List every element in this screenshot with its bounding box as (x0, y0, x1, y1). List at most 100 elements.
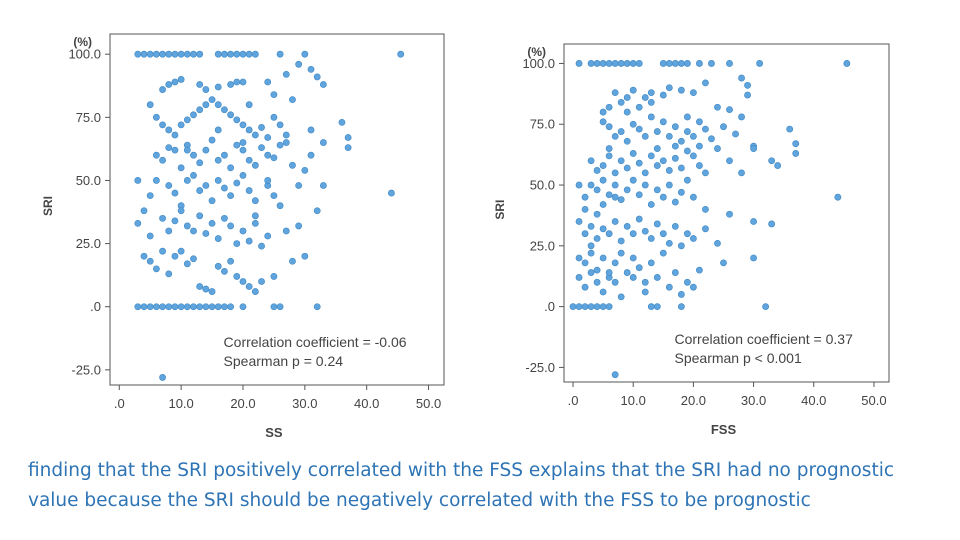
scatter-point (611, 169, 619, 177)
scatter-point (647, 303, 655, 311)
scatter-point (202, 146, 210, 154)
scatter-point (575, 181, 583, 189)
scatter-point (251, 288, 259, 295)
scatter-point (641, 278, 649, 286)
scatter-point (270, 113, 278, 121)
annotation-line: Correlation coefficient = -0.06 (224, 334, 407, 350)
scatter-point (245, 156, 253, 164)
scatter-point (647, 259, 655, 267)
scatter-point (196, 50, 204, 58)
scatter-point (683, 60, 691, 67)
scatter-point (183, 116, 191, 124)
scatter-point (159, 121, 166, 129)
scatter-point (146, 303, 154, 311)
scatter-point (165, 182, 173, 189)
scatter-point (388, 189, 395, 197)
scatter-point (587, 242, 595, 250)
scatter-point (641, 133, 649, 140)
scatter-point (726, 210, 733, 218)
scatter-point (177, 50, 185, 58)
scatter-point (159, 50, 166, 58)
scatter-point (714, 103, 721, 111)
scatter-point (196, 283, 204, 290)
scatter-point (159, 374, 166, 381)
y-tick-label: -25.0 (525, 360, 555, 375)
scatter-point (214, 156, 222, 164)
scatter-point (177, 207, 185, 215)
scatter-point (623, 186, 631, 194)
scatter-point (689, 152, 697, 160)
scatter-point (177, 76, 185, 83)
scatter-point (245, 187, 253, 194)
scatter-point (774, 162, 782, 169)
scatter-point (307, 151, 315, 159)
scatter-point (270, 273, 278, 280)
scatter-point (683, 230, 691, 238)
x-tick-label: 30.0 (292, 396, 317, 411)
scatter-point (659, 118, 667, 126)
scatter-point (165, 126, 173, 134)
x-tick-label: 20.0 (230, 396, 255, 411)
scatter-point (258, 124, 265, 131)
y-tick-label: 100.0 (68, 47, 101, 62)
scatter-point (152, 177, 160, 184)
scatter-point (152, 113, 160, 121)
scatter-point (190, 111, 197, 119)
scatter-point (165, 227, 173, 235)
scatter-point (251, 197, 259, 205)
scatter-point (239, 227, 247, 235)
scatter-point (245, 126, 253, 134)
scatter-point (629, 274, 637, 281)
scatter-point (581, 230, 589, 238)
scatter-point (177, 164, 185, 172)
scatter-point (171, 217, 179, 225)
scatter-point (233, 116, 241, 124)
scatter-point (792, 140, 800, 148)
scatter-point (214, 235, 222, 242)
scatter-point (270, 192, 278, 200)
scatter-point (202, 182, 210, 189)
scatter-point (677, 242, 685, 250)
scatter-point (276, 303, 284, 311)
scatter-point (227, 222, 235, 230)
scatter-point (301, 252, 309, 260)
x-tick-label: 50.0 (416, 396, 441, 411)
y-tick-label: .0 (90, 299, 101, 314)
scatter-point (165, 144, 173, 152)
scatter-point (221, 50, 228, 58)
scatter-point (605, 152, 613, 160)
scatter-point (665, 133, 673, 140)
scatter-point (140, 50, 148, 58)
scatter-point (227, 50, 235, 58)
scatter-point (605, 145, 613, 152)
scatter-point (251, 131, 259, 139)
plot-frame (563, 43, 890, 383)
scatter-point (146, 50, 154, 58)
x-tick-label: 10.0 (621, 393, 646, 408)
scatter-point (159, 214, 166, 222)
scatter-point (190, 151, 197, 159)
scatter-point (233, 141, 241, 149)
scatter-point (665, 181, 673, 189)
scatter-point (183, 222, 191, 230)
scatter-point (671, 123, 679, 131)
scatter-point (623, 222, 631, 230)
scatter-point (227, 257, 235, 265)
scatter-point (617, 98, 625, 106)
scatter-point (159, 86, 166, 93)
scatter-point (171, 303, 179, 311)
scatter-point (653, 145, 661, 152)
scatter-point (134, 50, 142, 58)
scatter-point (221, 106, 228, 114)
scatter-point (344, 134, 352, 141)
scatter-point (599, 162, 607, 169)
scatter-point (605, 303, 613, 311)
y-tick-label: 50.0 (76, 173, 101, 188)
scatter-point (587, 60, 595, 67)
scatter-point (738, 113, 745, 121)
scatter-point (239, 50, 247, 58)
scatter-point (202, 303, 210, 311)
scatter-point (744, 81, 751, 89)
scatter-point (635, 264, 643, 272)
scatter-point (750, 254, 757, 262)
